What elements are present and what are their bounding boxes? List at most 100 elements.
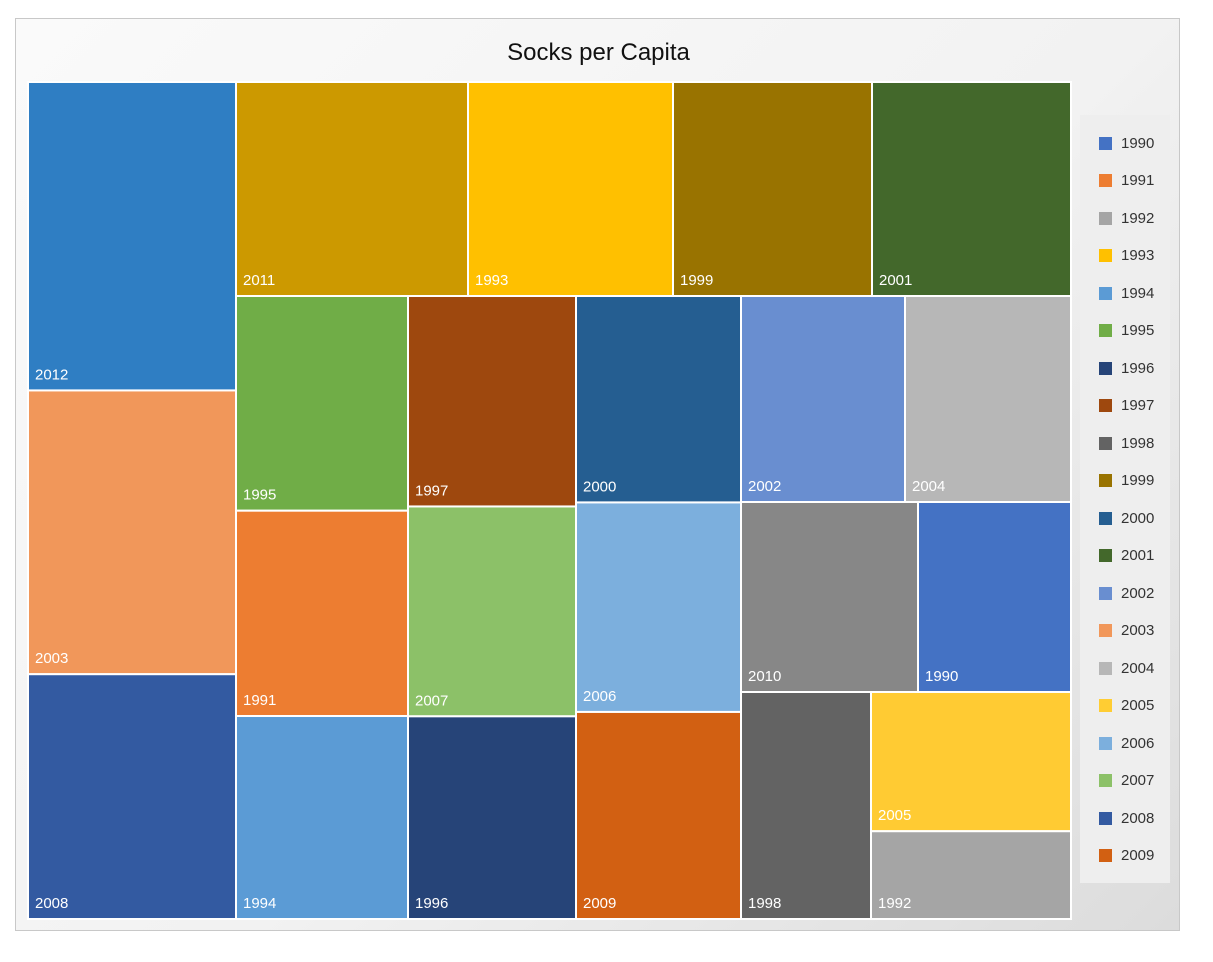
treemap-tile-label: 2007 [415,692,448,709]
treemap-tile-label: 1999 [680,272,713,289]
legend-swatch [1099,174,1112,187]
legend-swatch [1099,811,1112,825]
treemap-tile-1996: 1996 [407,715,577,921]
legend: 1990 1991 1992 1993 1994 1995 1996 1997 1998 1999… [1080,115,1170,883]
legend-swatch [1099,736,1112,750]
legend-label: 1997 [1121,397,1155,414]
treemap-tile-label: 1990 [925,668,958,685]
legend-item-1991: 1991 [1099,171,1154,191]
legend-label: 2002 [1121,584,1155,602]
legend-swatch [1099,211,1112,225]
legend-item-1996: 1996 [1099,358,1154,378]
treemap-tile-1991: 1991 [235,509,409,718]
treemap-tile-rect [672,81,873,297]
legend-label: 1999 [1121,472,1155,489]
treemap-tile-label: 2000 [583,478,616,495]
legend-label: 1998 [1121,434,1155,452]
treemap-tile-rect [235,715,409,920]
treemap-tile-label: 2002 [748,478,781,495]
treemap-tile-rect [870,691,1072,833]
treemap-tile-rect [407,295,577,508]
legend-item-2002: 2002 [1099,583,1154,603]
treemap-tile-2010: 2010 [740,501,919,693]
legend-swatch [1099,324,1112,337]
legend-label: 1996 [1121,359,1155,377]
treemap-tile-2008: 2008 [27,673,237,920]
treemap-tile-label: 1991 [243,692,276,709]
treemap-tile-label: 2001 [879,272,912,289]
treemap-tile-label: 1997 [415,482,448,499]
legend-label: 1994 [1121,284,1155,302]
treemap-tile-2002: 2002 [740,295,906,503]
legend-item-2009: 2009 [1099,846,1154,866]
treemap-tile-label: 2012 [35,366,68,383]
legend-swatch [1099,436,1112,450]
legend-label: 2000 [1121,509,1155,527]
legend-label: 2007 [1121,772,1155,789]
treemap-tile-1992: 1992 [870,830,1072,921]
treemap-tile-rect [575,501,742,713]
treemap-tile-rect [235,81,469,297]
legend-item-2007: 2007 [1099,771,1154,791]
treemap-tile-rect [467,81,674,297]
legend-label: 2009 [1121,847,1155,864]
treemap-tile-label: 2006 [583,688,616,705]
treemap-tile-rect [575,710,742,921]
treemap-tile-rect [740,295,906,503]
treemap: 2012 2003 2008 2011 1993 1999 2001 1995 1991 1994… [27,81,1072,921]
legend-swatch [1099,511,1112,525]
treemap-tile-2011: 2011 [235,81,469,297]
treemap-tile-2007: 2007 [407,505,577,718]
treemap-tile-1999: 1999 [672,81,873,297]
legend-label: 2001 [1121,547,1155,564]
legend-swatch [1099,361,1112,375]
chart-title: Socks per Capita [507,39,690,66]
treemap-tile-2009: 2009 [575,710,742,921]
legend-label: 1991 [1121,172,1155,189]
treemap-tile-rect [27,673,237,920]
legend-swatch [1099,699,1112,712]
treemap-tile-rect [917,501,1072,693]
legend-item-1990: 1990 [1099,133,1154,153]
legend-label: 2008 [1121,809,1155,827]
treemap-tile-rect [870,830,1072,921]
legend-label: 1995 [1121,322,1155,339]
treemap-tile-rect [740,691,872,920]
treemap-tile-label: 1996 [415,895,448,912]
legend-swatch [1099,624,1112,637]
legend-label: 2004 [1121,659,1155,677]
treemap-tile-2004: 2004 [904,295,1072,503]
legend-item-1992: 1992 [1099,208,1154,228]
legend-label: 1993 [1121,247,1155,264]
treemap-tile-label: 1994 [243,895,276,912]
legend-swatch [1099,549,1112,562]
treemap-tile-2001: 2001 [871,81,1072,297]
legend-label: 2006 [1121,734,1155,752]
treemap-tile-label: 2009 [583,895,616,912]
legend-item-1994: 1994 [1099,283,1154,303]
treemap-tile-1998: 1998 [740,691,872,920]
treemap-tile-1994: 1994 [235,715,409,920]
legend-label: 2003 [1121,622,1155,639]
treemap-tile-rect [904,295,1072,503]
legend-swatch [1099,661,1112,675]
legend-item-2004: 2004 [1099,658,1154,678]
legend-item-2006: 2006 [1099,733,1154,753]
treemap-tile-label: 1995 [243,487,276,504]
treemap-tile-label: 1998 [748,895,781,912]
legend-item-1995: 1995 [1099,321,1154,341]
legend-swatch [1099,136,1112,150]
treemap-tile-2003: 2003 [27,389,237,676]
legend-item-1997: 1997 [1099,396,1154,416]
treemap-tile-rect [407,715,577,921]
treemap-tile-label: 1992 [878,895,911,912]
treemap-tile-2012: 2012 [27,81,237,392]
treemap-tile-rect [27,389,237,676]
treemap-tile-rect [235,295,409,512]
treemap-tile-rect [740,501,919,693]
treemap-tile-1997: 1997 [407,295,577,508]
legend-swatch [1099,399,1112,412]
treemap-tile-rect [27,81,237,392]
treemap-tile-1993: 1993 [467,81,674,297]
legend-item-1998: 1998 [1099,433,1154,453]
